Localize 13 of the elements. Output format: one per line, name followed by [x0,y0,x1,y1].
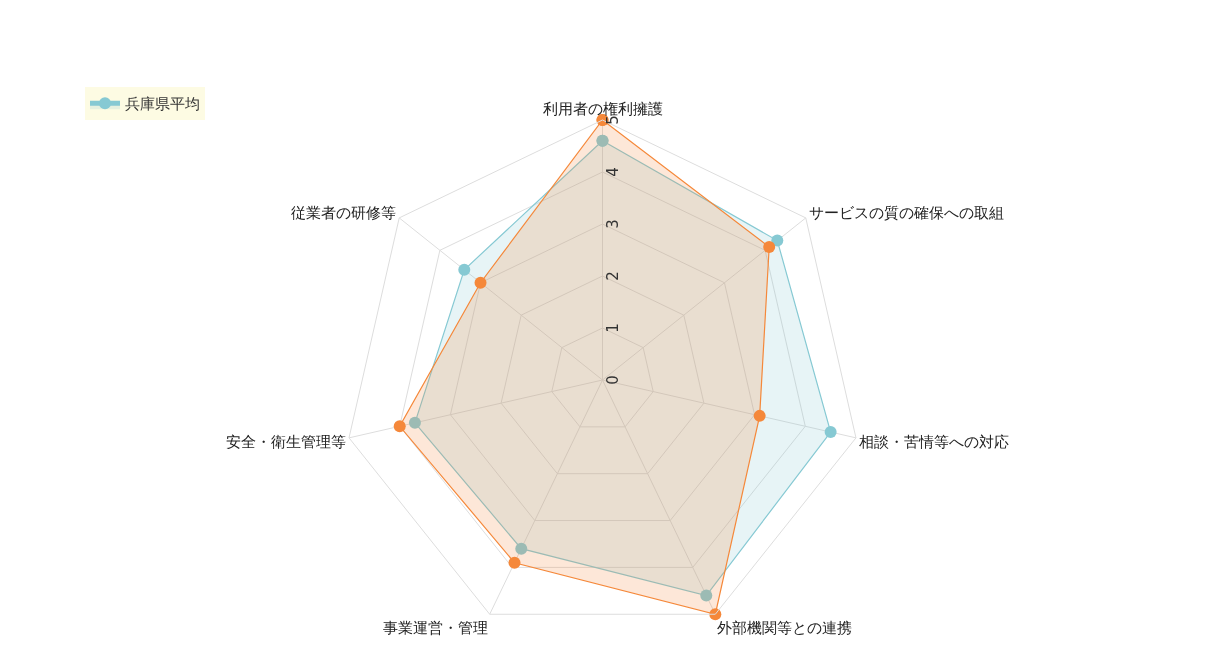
spoke-label: 相談・苦情等への対応 [859,433,1010,452]
spoke-label: 事業運営・管理 [383,619,489,638]
spoke-label: サービスの質の確保への取組 [808,203,1004,222]
y-tick-label: 5 [604,115,622,125]
spoke-label: 安全・衛生管理等 [225,433,346,452]
y-tick-label: 0 [604,375,622,385]
y-tick-label: 4 [604,167,622,177]
y-tick-label: 2 [604,271,622,281]
spoke-label: 外部機関等との連携 [716,619,852,638]
spoke-label: 従業者の研修等 [291,203,397,222]
y-tick-label: 3 [604,219,622,229]
legend-label: 兵庫県平均 [125,95,200,114]
y-tick-label: 1 [604,323,622,333]
